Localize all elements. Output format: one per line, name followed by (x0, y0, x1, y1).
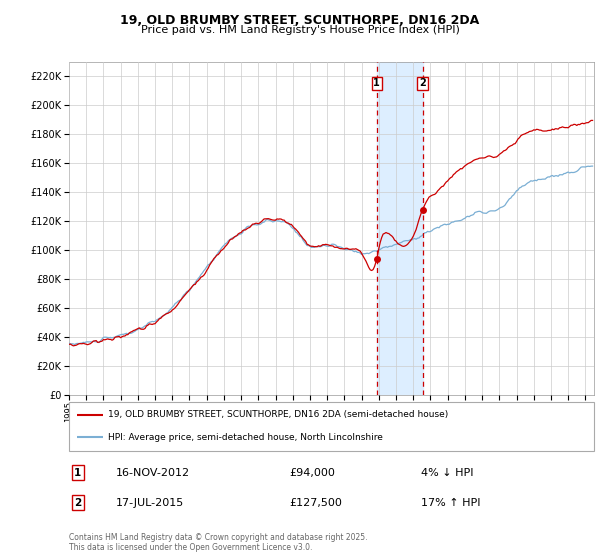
Text: Price paid vs. HM Land Registry's House Price Index (HPI): Price paid vs. HM Land Registry's House … (140, 25, 460, 35)
Text: 2: 2 (419, 78, 426, 88)
Text: 17% ↑ HPI: 17% ↑ HPI (421, 498, 480, 507)
Bar (377, 62, 422, 395)
Text: 1: 1 (373, 78, 380, 88)
Text: 1: 1 (74, 468, 82, 478)
Text: Contains HM Land Registry data © Crown copyright and database right 2025.
This d: Contains HM Land Registry data © Crown c… (69, 533, 367, 552)
Text: HPI: Average price, semi-detached house, North Lincolnshire: HPI: Average price, semi-detached house,… (109, 433, 383, 442)
Text: 2: 2 (74, 498, 82, 507)
Text: £94,000: £94,000 (290, 468, 335, 478)
Text: 19, OLD BRUMBY STREET, SCUNTHORPE, DN16 2DA: 19, OLD BRUMBY STREET, SCUNTHORPE, DN16 … (121, 14, 479, 27)
Text: 19, OLD BRUMBY STREET, SCUNTHORPE, DN16 2DA (semi-detached house): 19, OLD BRUMBY STREET, SCUNTHORPE, DN16 … (109, 410, 449, 419)
Text: 4% ↓ HPI: 4% ↓ HPI (421, 468, 473, 478)
Text: £127,500: £127,500 (290, 498, 343, 507)
Text: 16-NOV-2012: 16-NOV-2012 (116, 468, 190, 478)
Text: 17-JUL-2015: 17-JUL-2015 (116, 498, 185, 507)
FancyBboxPatch shape (69, 402, 594, 451)
